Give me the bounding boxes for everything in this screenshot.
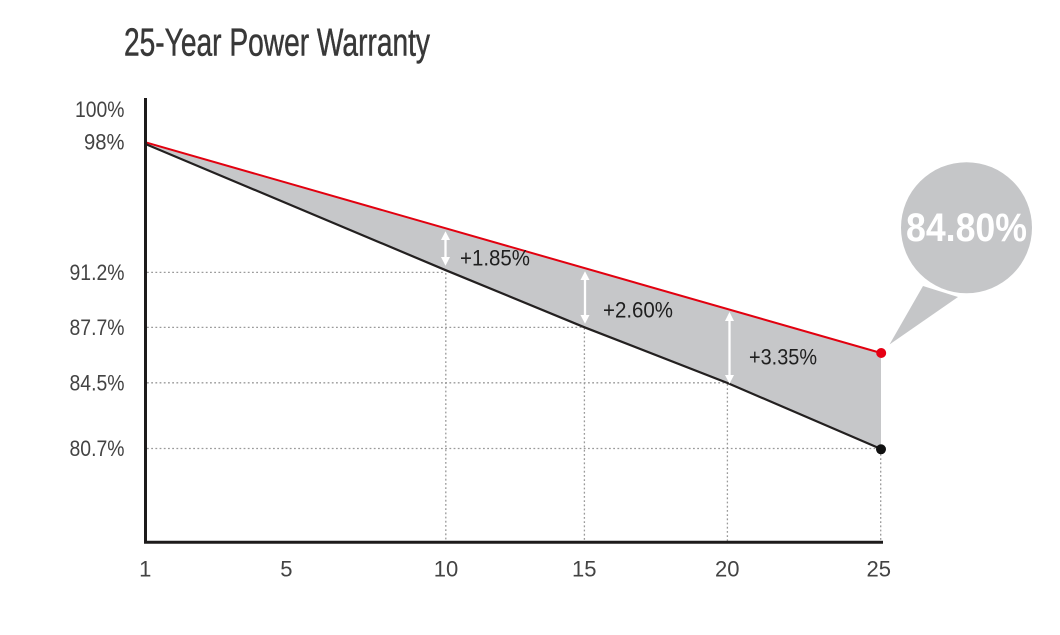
svg-text:+1.85%: +1.85%: [460, 246, 530, 271]
svg-text:+2.60%: +2.60%: [603, 298, 673, 323]
svg-text:1: 1: [139, 556, 151, 581]
svg-text:10: 10: [434, 556, 458, 581]
svg-text:84.80%: 84.80%: [906, 206, 1027, 250]
svg-text:91.2%: 91.2%: [70, 260, 125, 285]
svg-text:84.5%: 84.5%: [70, 371, 125, 396]
svg-text:5: 5: [280, 556, 292, 581]
svg-text:20: 20: [715, 556, 739, 581]
svg-text:25-Year Power Warranty: 25-Year Power Warranty: [124, 22, 431, 65]
svg-text:25: 25: [866, 556, 890, 581]
svg-text:98%: 98%: [84, 129, 125, 154]
svg-text:+3.35%: +3.35%: [749, 345, 817, 370]
svg-text:15: 15: [572, 556, 596, 581]
svg-text:80.7%: 80.7%: [70, 436, 125, 461]
svg-text:87.7%: 87.7%: [70, 315, 125, 340]
svg-text:100%: 100%: [75, 97, 125, 122]
